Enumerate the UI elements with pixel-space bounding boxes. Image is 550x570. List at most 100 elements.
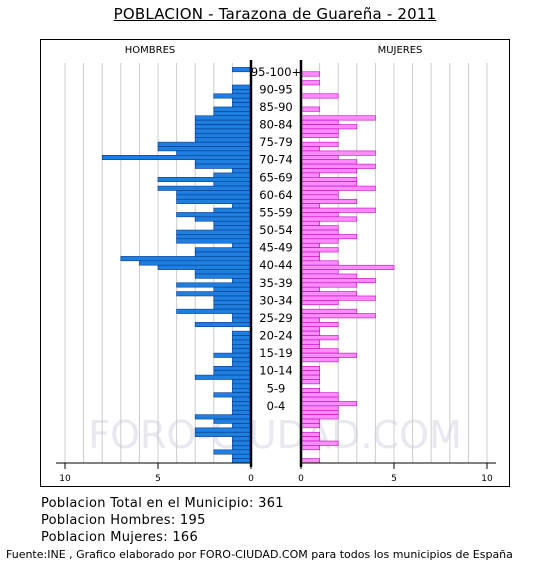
women-bar — [300, 242, 320, 248]
women-bar — [300, 220, 320, 226]
women-bar — [300, 352, 358, 358]
men-bar — [213, 392, 252, 398]
women-bar — [300, 418, 320, 424]
source-note: Fuente:INE , Grafico elaborado por FORO-… — [6, 548, 513, 561]
women-bar — [300, 339, 320, 345]
men-bar — [213, 365, 252, 371]
men-header: HOMBRES — [125, 45, 176, 56]
women-bar — [300, 365, 320, 371]
men-bar — [213, 207, 252, 213]
age-group-label: 0-4 — [267, 399, 286, 413]
men-bar — [213, 93, 252, 99]
men-bar — [194, 251, 252, 257]
women-bar — [300, 405, 339, 411]
women-bar — [300, 423, 320, 429]
women-bar — [300, 124, 358, 130]
women-bar — [300, 80, 320, 86]
women-bar — [300, 344, 320, 350]
men-bar — [232, 168, 252, 174]
women-bar — [300, 313, 376, 319]
men-bar — [232, 102, 252, 108]
age-group-label: 85-90 — [259, 100, 292, 114]
men-bar — [232, 335, 252, 341]
women-bar — [300, 273, 358, 279]
women-bar — [300, 370, 320, 376]
men-bar — [232, 278, 252, 284]
women-bar — [300, 198, 358, 204]
men-bar — [176, 234, 252, 240]
men-bar — [232, 348, 252, 354]
x-tick-label-right: 0 — [298, 474, 304, 484]
men-bar — [232, 313, 252, 319]
chart-title: POBLACION - Tarazona de Guareña - 2011 — [113, 5, 437, 23]
women-bar — [300, 225, 339, 231]
watermark-text: FORO-CIUDAD.COM — [88, 413, 462, 457]
men-bar — [176, 198, 252, 204]
stat-men-population: Poblacion Hombres: 195 — [41, 513, 206, 528]
age-group-label: 80-84 — [259, 118, 292, 132]
women-bar — [300, 256, 320, 262]
women-bar — [300, 401, 358, 407]
men-bar — [176, 308, 252, 314]
stat-women-population: Poblacion Mujeres: 166 — [41, 530, 199, 545]
men-bar — [176, 150, 252, 156]
men-bar — [232, 445, 252, 451]
men-bar — [157, 141, 252, 147]
men-bar — [157, 176, 252, 182]
men-bar — [194, 427, 252, 433]
men-bar — [157, 264, 252, 270]
women-bar — [300, 300, 339, 306]
men-bar — [194, 119, 252, 125]
men-bar — [232, 84, 252, 90]
men-bar — [213, 225, 252, 231]
men-bar — [194, 159, 252, 165]
x-tick-label-right: 10 — [481, 474, 493, 484]
women-bar — [300, 146, 320, 152]
men-bar — [232, 89, 252, 95]
men-bar — [213, 220, 252, 226]
men-bar — [176, 229, 252, 235]
men-bar — [194, 115, 252, 121]
men-bar — [176, 190, 252, 196]
women-bar — [300, 133, 339, 139]
women-bar — [300, 251, 320, 257]
men-bar — [232, 203, 252, 209]
men-bar — [232, 344, 252, 350]
men-bar — [194, 273, 252, 279]
men-bar — [232, 458, 252, 464]
men-bar — [194, 163, 252, 169]
men-bar — [194, 431, 252, 437]
women-bar — [300, 260, 339, 266]
age-group-label: 60-64 — [259, 188, 292, 202]
men-bar — [232, 387, 252, 393]
men-bar — [232, 242, 252, 248]
men-bar — [157, 146, 252, 152]
women-bar — [300, 128, 339, 134]
women-bar — [300, 106, 320, 112]
women-bar — [300, 357, 339, 363]
women-bar — [300, 163, 376, 169]
men-bar — [120, 256, 252, 262]
men-bar — [232, 361, 252, 367]
men-bar — [232, 330, 252, 336]
men-bar — [176, 194, 252, 200]
men-bar — [213, 300, 252, 306]
women-bar — [300, 181, 358, 187]
men-bar — [194, 128, 252, 134]
women-bar — [300, 216, 358, 222]
age-group-label: 50-54 — [259, 223, 292, 237]
women-bar — [300, 374, 320, 380]
men-bar — [232, 383, 252, 389]
men-bar — [194, 124, 252, 130]
women-bar — [300, 190, 339, 196]
age-group-label: 20-24 — [259, 329, 292, 343]
age-group-label: 75-79 — [259, 135, 292, 149]
age-group-label: 30-34 — [259, 293, 292, 307]
men-bar — [194, 322, 252, 328]
men-bar — [232, 379, 252, 385]
women-bar — [300, 234, 358, 240]
men-bar — [213, 172, 252, 178]
men-bar — [213, 295, 252, 301]
women-bar — [300, 203, 320, 209]
men-bar — [232, 357, 252, 363]
